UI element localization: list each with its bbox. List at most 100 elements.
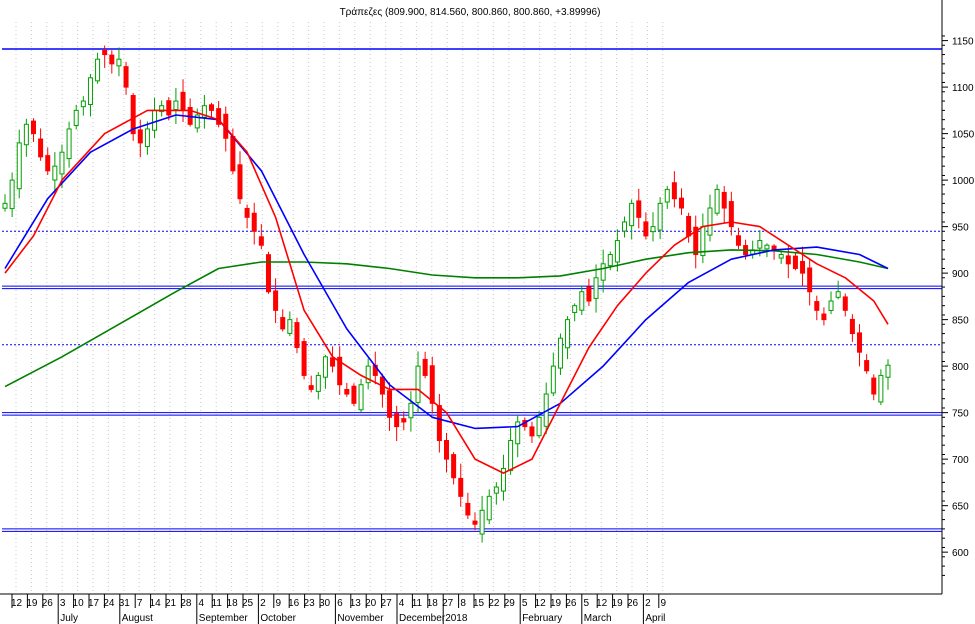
candle-down [465, 492, 471, 519]
candle-down [429, 356, 435, 414]
candle-body [686, 215, 692, 237]
candle-up [408, 391, 414, 432]
candle-body [387, 390, 393, 418]
candle-body [778, 254, 784, 259]
candle-body [565, 319, 571, 349]
candle-up [550, 352, 556, 397]
candle-up [622, 216, 628, 238]
candle-body [807, 267, 813, 293]
candle-down [529, 421, 535, 443]
candle-body [508, 440, 514, 472]
candle-body [785, 255, 791, 265]
candle-down [216, 100, 222, 128]
candle-body [857, 332, 863, 353]
candle-down [436, 393, 442, 453]
candle-body [95, 58, 101, 82]
x-day-label: 20 [365, 598, 377, 609]
candle-body [230, 135, 236, 172]
candle-body [23, 123, 29, 146]
candle-down [871, 374, 877, 401]
candle-body [650, 226, 656, 233]
x-month-label: December [399, 613, 446, 624]
candle-down [394, 405, 400, 442]
candle-up [365, 358, 371, 390]
candle-down [244, 204, 250, 229]
candle-down [864, 354, 870, 374]
moving-average-short [4, 109, 889, 474]
candle-body [586, 286, 592, 302]
x-day-label: 3 [60, 598, 66, 609]
y-tick-label: 1050 [952, 130, 975, 141]
candle-up [579, 285, 585, 316]
candle-body [678, 197, 684, 209]
candle-body [358, 384, 364, 411]
candle-up [173, 88, 179, 125]
candle-down [821, 307, 827, 326]
y-tick-label: 750 [952, 409, 969, 420]
candle-body [251, 212, 257, 232]
candle-body [166, 100, 172, 116]
x-day-label: 11 [212, 598, 223, 609]
candle-body [294, 322, 300, 349]
candle-down [280, 309, 286, 332]
x-day-label: 16 [288, 598, 300, 609]
x-day-label: 17 [88, 598, 100, 609]
moving-averages [4, 109, 889, 474]
candle-body [273, 290, 279, 311]
candle-body [479, 509, 485, 535]
y-tick-label: 650 [952, 502, 969, 513]
candle-down [728, 191, 734, 236]
candle-body [280, 317, 286, 330]
candle-down [678, 188, 684, 215]
candle-body [643, 221, 649, 237]
candle-body [123, 66, 129, 88]
candle-up [707, 194, 713, 242]
candle-down [30, 118, 36, 142]
candle-body [600, 263, 606, 281]
moving-average-long [4, 249, 889, 388]
candle-body [693, 226, 699, 256]
candle-body [102, 49, 108, 56]
candle-up [508, 427, 514, 475]
candle-body [814, 301, 820, 311]
x-day-label: 14 [150, 598, 162, 609]
candle-down [265, 251, 271, 294]
candle-body [59, 151, 65, 175]
x-day-label: 21 [165, 598, 177, 609]
candle-up [322, 354, 328, 389]
x-day-label: 29 [504, 598, 516, 609]
candle-body [671, 182, 677, 200]
candle-body [614, 240, 620, 263]
y-tick-label: 1000 [952, 176, 975, 187]
y-tick-label: 850 [952, 316, 969, 327]
y-tick-label: 1100 [952, 83, 974, 94]
candle-body [472, 520, 478, 525]
candle-down [643, 212, 649, 240]
candle-body [52, 165, 58, 181]
candle-down [123, 61, 129, 95]
candle-up [159, 100, 165, 117]
candle-body [721, 191, 727, 209]
candle-down [842, 293, 848, 317]
candle-up [116, 47, 122, 77]
x-month-label: August [122, 613, 153, 624]
candle-down [45, 147, 51, 175]
candle-body [152, 109, 158, 131]
candle-down [251, 202, 257, 245]
candle-body [159, 105, 165, 113]
candle-body [209, 104, 215, 111]
candle-down [735, 227, 741, 250]
x-day-label: 10 [73, 598, 85, 609]
candle-down [472, 512, 478, 531]
candle-body [137, 129, 143, 144]
candle-up [493, 482, 499, 505]
candle-up [614, 229, 620, 272]
candle-body [849, 318, 855, 335]
candle-down [337, 346, 343, 395]
candle-body [764, 244, 770, 250]
x-day-label: 12 [535, 598, 547, 609]
candle-body [66, 128, 72, 160]
x-day-label: 4 [399, 598, 405, 609]
